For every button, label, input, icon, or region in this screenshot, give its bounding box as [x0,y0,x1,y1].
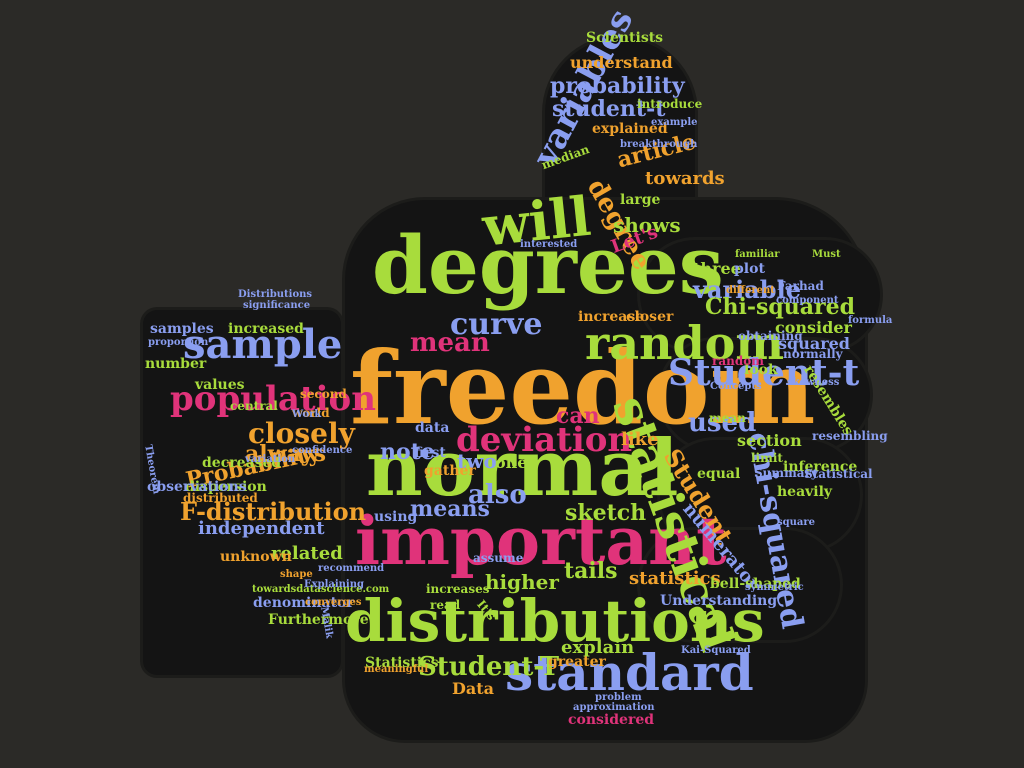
cloud-word: probability [550,75,685,97]
cloud-word: proportion [148,338,208,348]
cloud-word: unknown [220,550,292,564]
cloud-word: formula [848,316,892,326]
cloud-word: mean [709,412,746,424]
cloud-word: using [374,510,417,524]
cloud-word: sketch [565,502,646,524]
cloud-word: skewness [787,378,839,388]
cloud-word: Furthermore [268,613,369,627]
cloud-word: problem [595,693,642,703]
cloud-word: recommend [318,564,384,574]
cloud-word: independent [198,520,325,538]
cloud-word: plot [734,262,765,276]
cloud-word: number [145,357,206,371]
cloud-word: introduce [637,98,702,110]
cloud-word: Summary [754,467,818,479]
cloud-word: Student-T [418,654,559,680]
cloud-word: read [430,599,460,611]
cloud-word: central [230,400,278,412]
cloud-word: can [556,405,600,427]
cloud-word: assume [473,552,523,564]
cloud-word: Work [292,410,321,420]
cloud-word: symmetric [745,583,804,593]
cloud-word: Explaining [304,580,364,590]
cloud-word: gather [424,464,476,478]
cloud-word: meaningful [364,665,428,675]
cloud-word: obtaining [738,330,803,342]
cloud-word: Distributions [238,290,312,300]
cloud-word: Concepts [710,382,762,392]
cloud-word: first [414,446,446,460]
cloud-word: component [776,296,839,306]
cloud-word: like [621,431,659,449]
cloud-word: distributed [183,492,258,504]
cloud-word: familiar [735,250,780,260]
cloud-word: approximation [573,703,655,713]
cloud-word: tails [564,560,618,582]
cloud-word: limit [751,452,783,464]
cloud-word: different [726,286,775,296]
cloud-word: large [620,193,660,207]
cloud-word: variation [245,455,295,465]
cloud-word: considered [568,713,654,727]
cloud-word: square [777,518,815,528]
cloud-word: Data [452,681,494,697]
cloud-word: converges [305,598,361,608]
cloud-word: interested [520,240,577,250]
cloud-word: data [415,421,449,435]
cloud-word: curve [450,310,542,340]
cloud-word: breakthrough [620,140,697,150]
cloud-word: values [195,378,245,392]
cloud-word: significance [243,301,310,311]
cloud-word: statistics [629,570,721,588]
cloud-word: section [737,433,802,449]
cloud-word: shape [280,570,313,580]
cloud-word: confidence [292,446,352,456]
cloud-word: samples [150,322,214,336]
cloud-word: Understanding [660,594,777,608]
cloud-word: Kai-Squared [681,646,751,656]
cloud-word: closer [626,310,673,324]
cloud-word: understand [570,55,673,71]
cloud-word: higher [485,572,559,592]
cloud-word: means [410,498,490,520]
cloud-word: heavily [777,485,832,499]
cloud-word: Must [812,250,841,260]
cloud-word: example [651,118,698,128]
cloud-word: increases [426,583,489,595]
cloud-word: greater [548,655,606,669]
cloud-word: one [495,455,527,471]
cloud-word: increased [228,322,304,336]
cloud-word: towards [645,170,725,188]
cloud-word: equal [697,467,740,481]
cloud-word: second [300,388,347,400]
cloud-word: random [712,355,764,367]
cloud-word: Scientists [586,31,663,45]
cloud-word: resembling [812,430,888,442]
cloud-word: Farhad [777,280,824,292]
cloud-word: normally [783,348,843,360]
